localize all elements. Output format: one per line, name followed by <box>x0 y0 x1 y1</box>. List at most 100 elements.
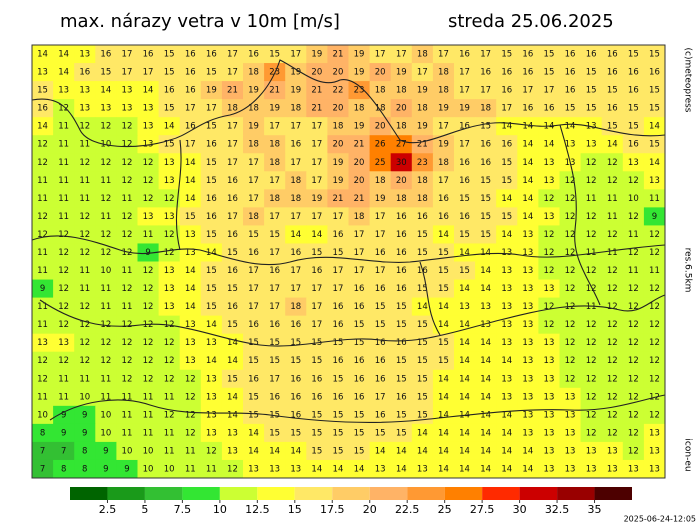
cell-value: 17 <box>333 212 344 222</box>
cell-value: 15 <box>206 68 217 78</box>
cell-value: 15 <box>206 122 217 132</box>
cell-value: 13 <box>522 230 533 240</box>
border <box>49 394 666 424</box>
cell <box>116 333 138 353</box>
cell <box>517 351 539 371</box>
cell <box>390 207 413 226</box>
cell-value: 15 <box>438 338 449 348</box>
cell <box>285 369 307 389</box>
cell <box>559 315 582 335</box>
cell-value: 16 <box>375 374 386 384</box>
cell <box>348 207 371 226</box>
cell-value: 13 <box>501 320 512 330</box>
cell-value: 17 <box>290 122 301 132</box>
cell <box>306 351 328 371</box>
cell <box>53 243 75 262</box>
cell-value: 12 <box>79 338 90 348</box>
cell <box>221 135 244 154</box>
cell-value: 17 <box>248 176 259 186</box>
cell <box>95 189 117 208</box>
cell <box>475 171 497 190</box>
cell-value: 18 <box>248 68 259 78</box>
cell <box>601 297 624 317</box>
cell-value: 20 <box>333 140 344 150</box>
cell <box>559 81 582 100</box>
cell-value: 16 <box>227 266 238 276</box>
cell <box>53 63 75 82</box>
cell-value: 14 <box>185 266 196 276</box>
cell <box>622 63 645 82</box>
cell-value: 16 <box>206 194 217 204</box>
cell <box>285 405 307 425</box>
cell <box>32 351 54 371</box>
cell <box>53 45 75 64</box>
model: icon-eu <box>683 438 693 471</box>
cell <box>496 45 518 64</box>
cell <box>306 117 328 136</box>
cell <box>580 369 603 389</box>
cell <box>285 99 307 118</box>
cell <box>496 405 518 425</box>
cell-value: 19 <box>248 86 259 96</box>
cell-value: 18 <box>248 140 259 150</box>
cell <box>580 333 603 353</box>
cell-value: 12 <box>565 194 576 204</box>
cell <box>475 297 497 317</box>
cell-value: 10 <box>100 428 111 438</box>
border <box>39 294 666 347</box>
cell-value: 14 <box>375 446 386 456</box>
cell-value: 13 <box>185 248 196 258</box>
cell-value: 14 <box>396 464 407 474</box>
cell <box>327 387 349 407</box>
cell <box>32 243 54 262</box>
cell <box>348 369 371 389</box>
cell-value: 14 <box>354 464 365 474</box>
cell-value: 12 <box>100 122 111 132</box>
cell <box>95 423 117 443</box>
cell-value: 14 <box>185 302 196 312</box>
cell <box>116 441 138 461</box>
cell <box>116 81 138 100</box>
cell-value: 13 <box>79 86 90 96</box>
cell-value: 11 <box>122 302 133 312</box>
cell-value: 14 <box>143 86 154 96</box>
cell-value: 14 <box>522 158 533 168</box>
cell <box>580 99 603 118</box>
cell-value: 15 <box>354 338 365 348</box>
cell <box>390 351 413 371</box>
colorbar-label: 27.5 <box>470 503 495 516</box>
cell-value: 16 <box>459 176 470 186</box>
cell-value: 16 <box>649 68 660 78</box>
cell-value: 14 <box>607 140 618 150</box>
cell <box>285 81 307 100</box>
cell <box>580 315 603 335</box>
cell <box>538 153 560 172</box>
cell <box>243 171 265 190</box>
cell-value: 17 <box>522 86 533 96</box>
cell <box>327 117 349 136</box>
cell <box>95 225 117 244</box>
cell-value: 17 <box>354 230 365 240</box>
cell <box>622 405 645 425</box>
cell-value: 13 <box>143 212 154 222</box>
cell <box>264 171 286 190</box>
cell <box>517 135 539 154</box>
cell-value: 17 <box>269 122 280 132</box>
cell-value: 14 <box>501 194 512 204</box>
cell-value: 13 <box>522 374 533 384</box>
colorbar-label: 25 <box>438 503 452 516</box>
cell <box>348 243 371 262</box>
cell-value: 11 <box>586 194 597 204</box>
cell <box>32 423 54 443</box>
cell-value: 19 <box>438 140 449 150</box>
colorbar-label: 35 <box>588 503 602 516</box>
cell <box>221 207 244 226</box>
cell-value: 12 <box>565 320 576 330</box>
cell-value: 16 <box>522 50 533 60</box>
cell-value: 10 <box>628 194 639 204</box>
cell-value: 17 <box>227 140 238 150</box>
cell-value: 16 <box>290 320 301 330</box>
cell-value: 14 <box>459 284 470 294</box>
cell <box>348 333 371 353</box>
